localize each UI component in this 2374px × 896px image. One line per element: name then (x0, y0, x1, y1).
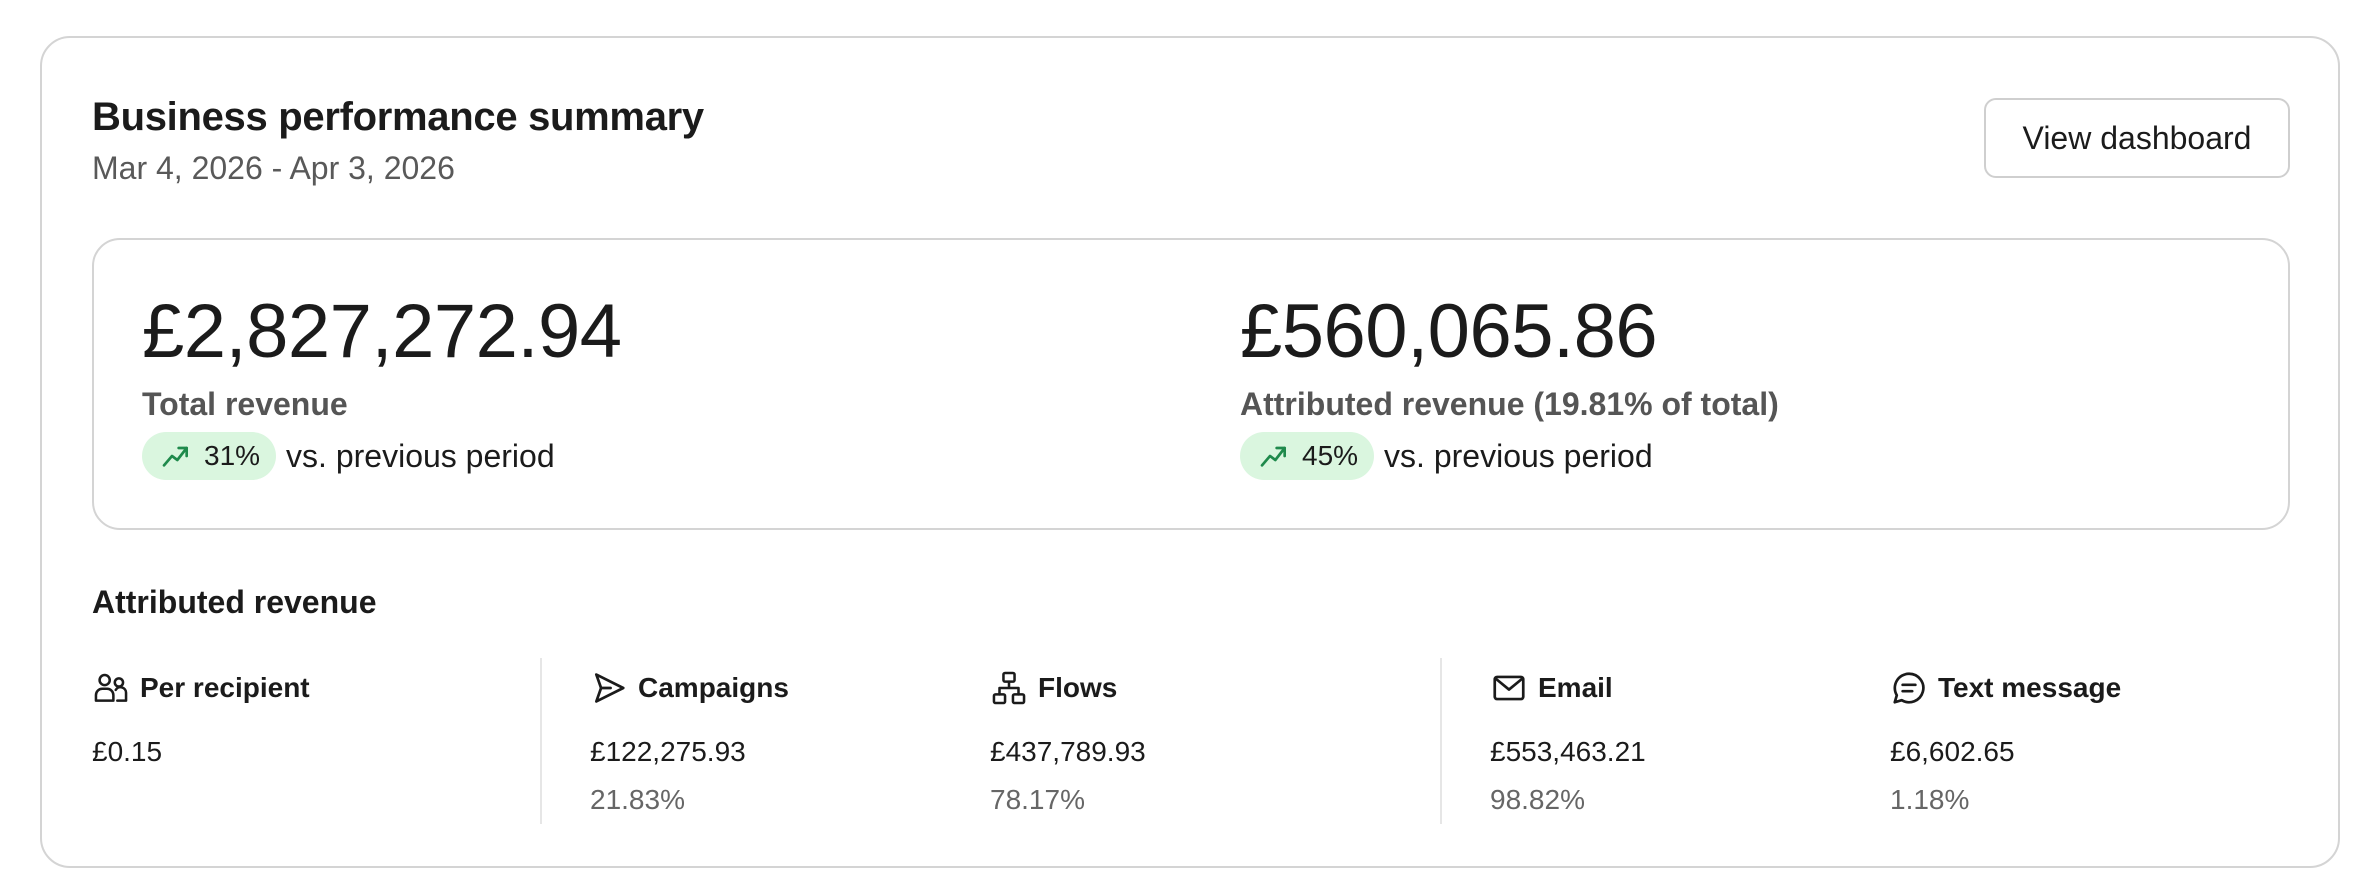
total-revenue-metric: £2,827,272.94 Total revenue 31% vs. prev… (142, 290, 622, 480)
change-percent: 31% (204, 440, 261, 471)
column-name: Campaigns (638, 672, 789, 703)
attributed-revenue-change: 45% vs. previous period (1240, 432, 1779, 480)
column-name: Email (1538, 672, 1613, 703)
column-percent: 21.83% (590, 784, 685, 815)
send-icon (594, 673, 625, 703)
change-badge: 31% (142, 432, 277, 480)
text-message-column: Text message £6,602.65 1.18% (1890, 668, 2121, 818)
trending-up-icon (1260, 446, 1286, 467)
card-title: Business performance summary (92, 95, 704, 139)
column-value: £0.15 (92, 736, 163, 767)
card-header: Business performance summary Mar 4, 2026… (92, 92, 704, 188)
view-dashboard-button[interactable]: View dashboard (1984, 98, 2290, 178)
column-value: £553,463.21 (1490, 736, 1646, 767)
message-icon (1893, 672, 1925, 704)
attributed-revenue-metric: £560,065.86 Attributed revenue (19.81% o… (1240, 290, 1779, 480)
performance-summary-card: Business performance summary Mar 4, 2026… (40, 36, 2340, 868)
change-percent: 45% (1302, 440, 1359, 471)
attributed-revenue-section-title: Attributed revenue (92, 584, 377, 620)
change-badge: 45% (1240, 432, 1375, 480)
column-value: £6,602.65 (1890, 736, 2015, 767)
revenue-summary-box: £2,827,272.94 Total revenue 31% vs. prev… (92, 238, 2290, 530)
total-revenue-value: £2,827,272.94 (142, 289, 622, 374)
column-divider (1440, 658, 1442, 824)
column-name: Text message (1938, 672, 2122, 703)
mail-icon (1493, 675, 1525, 701)
column-percent: 1.18% (1890, 784, 1970, 815)
column-name: Per recipient (140, 672, 310, 703)
change-suffix: vs. previous period (286, 437, 555, 474)
email-column: Email £553,463.21 98.82% (1490, 668, 1646, 818)
column-divider (540, 658, 542, 824)
flows-column: Flows £437,789.93 78.17% (990, 668, 1146, 818)
per-recipient-column: Per recipient £0.15 (92, 668, 310, 770)
total-revenue-change: 31% vs. previous period (142, 432, 622, 480)
column-percent: 78.17% (990, 784, 1085, 815)
column-name: Flows (1038, 672, 1118, 703)
users-icon (94, 673, 128, 702)
column-value: £122,275.93 (590, 736, 746, 767)
flow-icon (992, 671, 1026, 705)
total-revenue-label: Total revenue (142, 386, 348, 422)
attributed-revenue-value: £560,065.86 (1240, 289, 1658, 374)
column-percent: 98.82% (1490, 784, 1585, 815)
column-value: £437,789.93 (990, 736, 1146, 767)
trending-up-icon (162, 446, 188, 467)
change-suffix: vs. previous period (1384, 437, 1653, 474)
campaigns-column: Campaigns £122,275.93 21.83% (590, 668, 789, 818)
attributed-revenue-label: Attributed revenue (19.81% of total) (1240, 386, 1779, 422)
date-range: Mar 4, 2026 - Apr 3, 2026 (92, 150, 455, 186)
